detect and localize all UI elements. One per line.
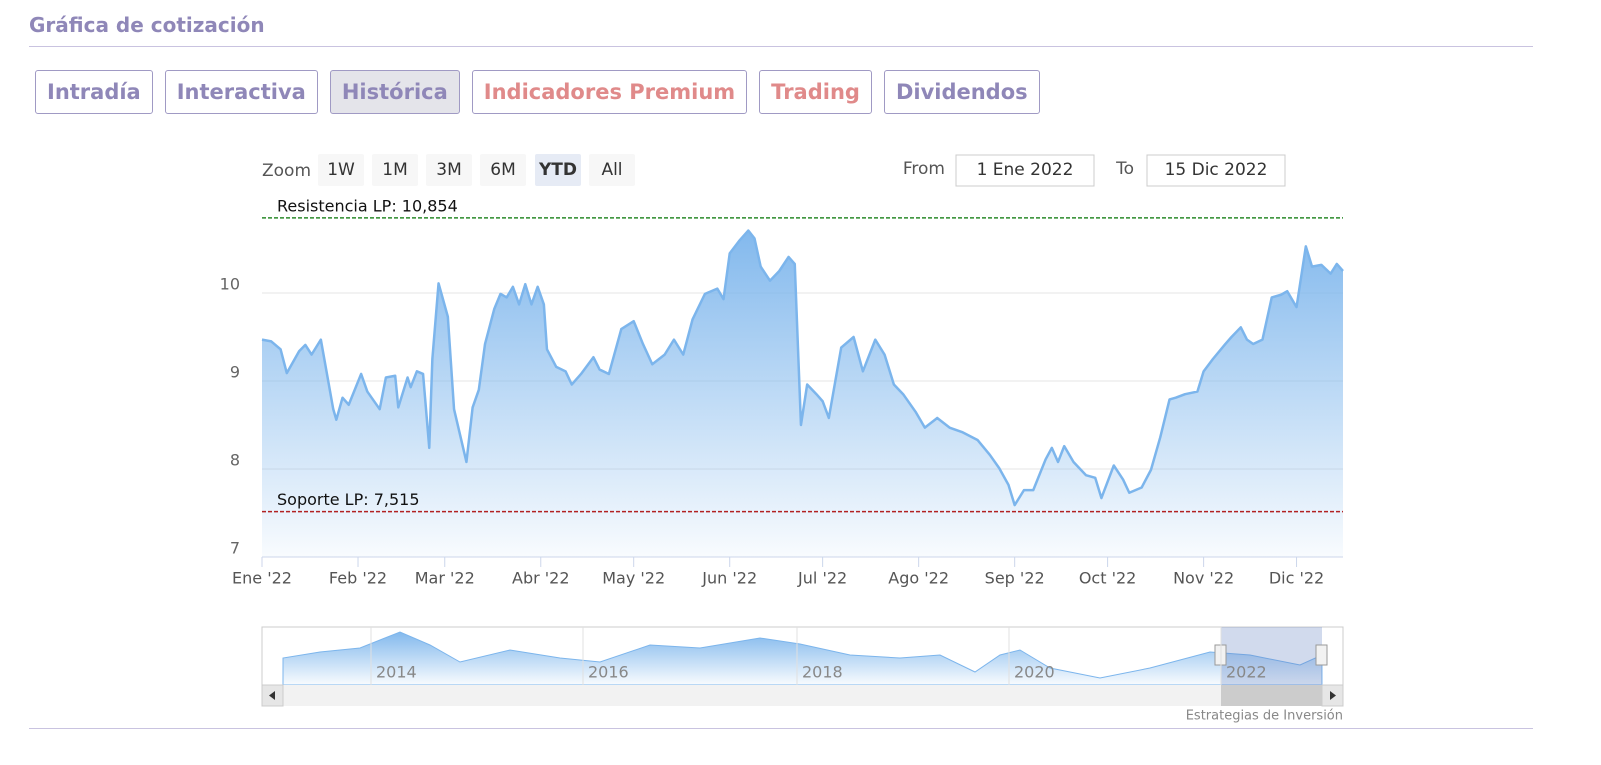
zoom-button[interactable] xyxy=(372,154,418,186)
divider xyxy=(29,728,1533,729)
y-tick-label: 8 xyxy=(230,451,240,470)
divider xyxy=(29,46,1533,47)
zoom-button[interactable] xyxy=(480,154,526,186)
area-fill xyxy=(262,230,1343,557)
y-tick-label: 10 xyxy=(220,275,240,294)
navigator-label: 2020 xyxy=(1014,663,1055,682)
level-label: Resistencia LP: 10,854 xyxy=(277,196,458,215)
page-title: Gráfica de cotización xyxy=(29,13,265,37)
scrollbar-track[interactable] xyxy=(262,685,1343,706)
x-tick-label: Oct '22 xyxy=(1079,569,1137,588)
arrow-icon xyxy=(269,691,275,700)
x-tick-label: Abr '22 xyxy=(512,569,570,588)
tab-bar: Intradía Interactiva Histórica Indicadores … xyxy=(35,70,1040,114)
navigator-handle[interactable] xyxy=(1315,644,1328,666)
x-tick-label: Dic '22 xyxy=(1269,569,1324,588)
x-tick-label: Mar '22 xyxy=(415,569,475,588)
from-label: From xyxy=(903,159,945,179)
navigator-label: 2018 xyxy=(802,663,843,682)
tab[interactable]: Intradía xyxy=(35,70,153,114)
zoom-button[interactable] xyxy=(426,154,472,186)
zoom-button-label: 3M xyxy=(436,160,461,180)
zoom-button-label: 6M xyxy=(490,160,515,180)
tab[interactable]: Indicadores Premium xyxy=(471,70,748,114)
zoom-button[interactable] xyxy=(318,154,364,186)
x-tick-label: Jun '22 xyxy=(701,569,757,588)
zoom-button-label: YTD xyxy=(538,160,577,180)
navigator-label: 2014 xyxy=(376,663,417,682)
x-tick-label: Nov '22 xyxy=(1173,569,1234,588)
price-line xyxy=(261,229,1344,507)
to-date: 15 Dic 2022 xyxy=(1165,160,1268,180)
zoom-button-label: All xyxy=(601,160,622,180)
zoom-label: Zoom xyxy=(262,161,311,181)
to-label: To xyxy=(1115,159,1134,179)
level-label: Soporte LP: 7,515 xyxy=(277,490,420,509)
arrow-icon xyxy=(1330,691,1336,700)
navigator-label: 2016 xyxy=(588,663,629,682)
tab[interactable]: Dividendos xyxy=(883,70,1040,114)
zoom-button-label: 1M xyxy=(382,160,407,180)
zoom-button[interactable] xyxy=(589,154,635,186)
date-input[interactable] xyxy=(1146,154,1286,187)
credits: Estrategias de Inversión xyxy=(1186,709,1343,724)
scrollbar-thumb[interactable] xyxy=(1221,685,1322,706)
tab[interactable]: Interactiva xyxy=(164,70,318,114)
y-tick-label: 7 xyxy=(230,539,240,558)
x-tick-label: Ene '22 xyxy=(232,569,292,588)
x-tick-label: Jul '22 xyxy=(797,569,847,588)
x-tick-label: Feb '22 xyxy=(329,569,387,588)
x-tick-label: May '22 xyxy=(602,569,665,588)
zoom-button[interactable] xyxy=(535,154,581,186)
x-tick-label: Sep '22 xyxy=(985,569,1045,588)
y-tick-label: 9 xyxy=(230,363,240,382)
x-tick-label: Ago '22 xyxy=(888,569,949,588)
navigator-mask[interactable] xyxy=(1221,627,1322,685)
date-input[interactable] xyxy=(955,154,1095,187)
from-date: 1 Ene 2022 xyxy=(977,160,1074,180)
tab[interactable]: Histórica xyxy=(329,70,460,114)
zoom-button-label: 1W xyxy=(327,160,355,180)
tab[interactable]: Trading xyxy=(759,70,872,114)
navigator xyxy=(261,626,1344,707)
navigator-label: 2022 xyxy=(1226,663,1267,682)
